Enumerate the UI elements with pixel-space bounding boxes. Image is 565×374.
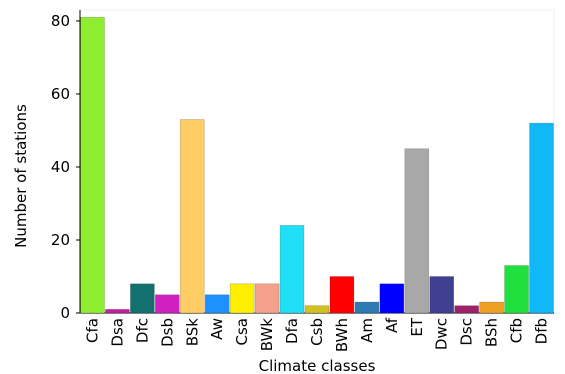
labels-layer: 0 20 40 60 80 Cfa Dsa Dfc Dsb BSk Aw Csa BWk Dfa Csb BW… bbox=[51, 12, 551, 352]
x-tick-label-bsh: BSh bbox=[483, 318, 501, 347]
bars-layer bbox=[80, 16, 554, 314]
y-axis-title: Number of stations bbox=[12, 104, 30, 248]
bar-af bbox=[379, 283, 405, 314]
x-tick-label-dsb: Dsb bbox=[158, 318, 176, 347]
y-tick-label: 40 bbox=[51, 158, 70, 176]
bar-csb bbox=[304, 305, 330, 314]
bar-bsh bbox=[479, 301, 504, 314]
x-tick-label-csa: Csa bbox=[233, 318, 251, 345]
x-tick-label-bwk: BWk bbox=[258, 318, 276, 352]
bar-bsk bbox=[179, 119, 205, 314]
x-tick-label-dsa: Dsa bbox=[108, 318, 126, 347]
bar-bwk bbox=[254, 283, 280, 314]
x-tick-label-dfb: Dfb bbox=[533, 318, 551, 344]
bar-cfb bbox=[504, 265, 529, 314]
x-tick-label-cfa: Cfa bbox=[83, 318, 101, 343]
axes-layer bbox=[76, 9, 555, 314]
x-tick-label-aw: Aw bbox=[208, 318, 226, 340]
x-tick-label-et: ET bbox=[408, 317, 426, 336]
x-tick-label-dwc: Dwc bbox=[433, 318, 451, 350]
bar-bwh bbox=[329, 276, 355, 314]
bar-am bbox=[354, 301, 380, 314]
bar-dfa bbox=[279, 225, 305, 314]
x-tick-label-csb: Csb bbox=[308, 318, 326, 346]
x-tick-label-bsk: BSk bbox=[183, 318, 201, 347]
bar-dsa bbox=[105, 309, 130, 314]
x-tick-label-cfb: Cfb bbox=[508, 318, 526, 343]
bar-dsb bbox=[155, 294, 180, 314]
y-tick-label: 60 bbox=[51, 85, 70, 103]
x-tick-label-bwh: BWh bbox=[333, 318, 351, 352]
bar-et bbox=[404, 148, 430, 314]
x-axis-title: Climate classes bbox=[259, 357, 376, 374]
x-tick-label-dfc: Dfc bbox=[133, 318, 151, 343]
bar-dsc bbox=[454, 305, 479, 314]
y-tick-label: 0 bbox=[60, 304, 70, 322]
bar-dfb bbox=[529, 122, 554, 314]
bar-cfa bbox=[80, 16, 105, 314]
bar-aw bbox=[204, 294, 230, 314]
y-tick-label: 20 bbox=[51, 231, 70, 249]
x-tick-label-dfa: Dfa bbox=[283, 318, 301, 344]
bar-dwc bbox=[429, 276, 455, 314]
x-tick-label-am: Am bbox=[358, 318, 376, 343]
bar-csa bbox=[229, 283, 255, 314]
bar-dfc bbox=[130, 283, 155, 314]
plot-frame bbox=[79, 9, 555, 314]
y-tick-label: 80 bbox=[51, 12, 70, 30]
x-tick-label-af: Af bbox=[383, 317, 401, 333]
x-tick-label-dsc: Dsc bbox=[458, 318, 476, 346]
